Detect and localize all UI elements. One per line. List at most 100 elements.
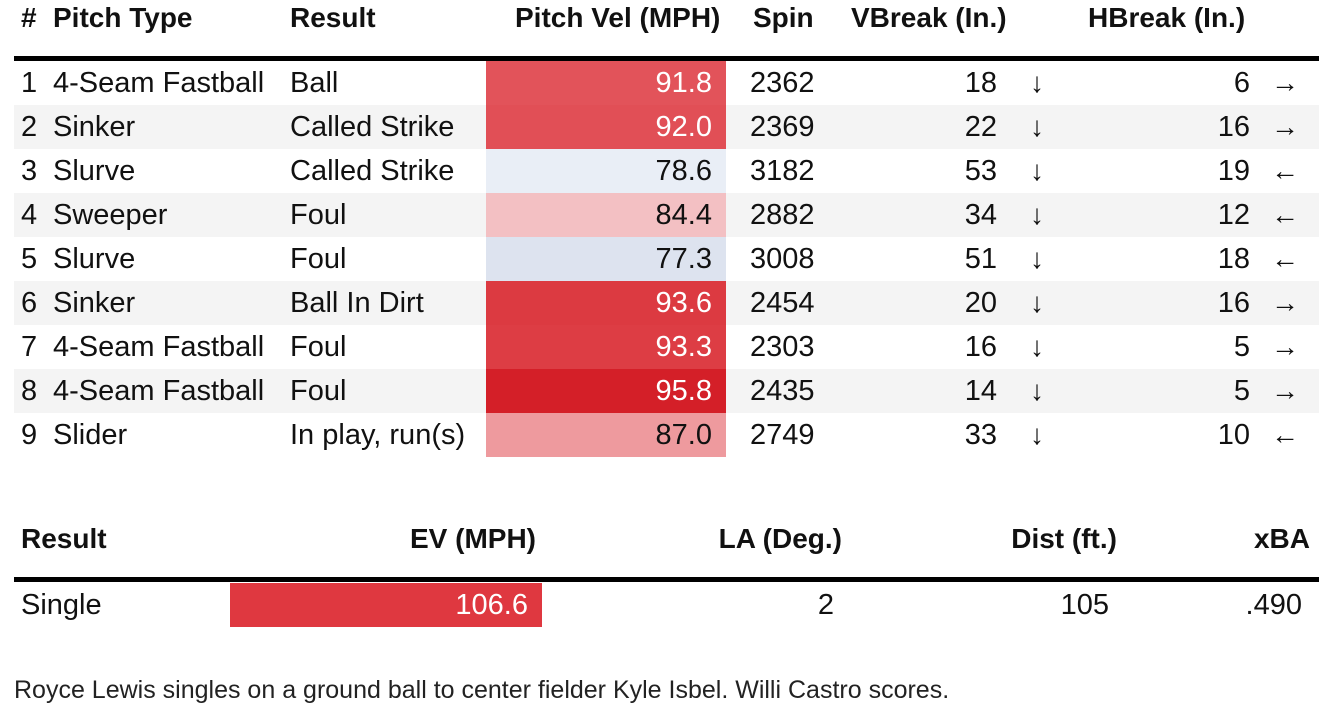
vbreak-arrow-icon: ↓ (1030, 243, 1044, 274)
cell-pitch-type: Sinker (53, 287, 136, 319)
cell-pitch-type: Slurve (53, 155, 136, 187)
table-row: 95.8 8 4-Seam Fastball Foul 2435 14 ↓ 5 → (14, 369, 1319, 413)
header-vbreak: VBreak (In.) (851, 2, 1007, 33)
cell-result: Ball (290, 67, 339, 99)
cell-hbreak: 19 (1217, 155, 1250, 187)
cell-vbreak: 53 (964, 155, 997, 187)
cell-vbreak: 14 (964, 375, 997, 407)
hit-xba: .490 (1245, 589, 1302, 621)
cell-spin: 2749 (750, 419, 815, 451)
header-pitch-vel: Pitch Vel (MPH) (515, 2, 721, 33)
vbreak-arrow-icon: ↓ (1030, 331, 1044, 362)
pitch-vel-cell: 93.3 (486, 325, 726, 369)
vbreak-arrow-icon: ↓ (1030, 375, 1044, 406)
hbreak-arrow-icon: → (1271, 111, 1299, 142)
cell-result: Called Strike (290, 155, 455, 187)
cell-num: 1 (21, 67, 38, 99)
cell-vbreak: 18 (964, 67, 997, 99)
cell-result: Foul (290, 199, 347, 231)
cell-vbreak: 16 (964, 331, 997, 363)
cell-vbreak: 33 (964, 419, 997, 451)
cell-pitch-type: Slurve (53, 243, 136, 275)
cell-hbreak: 5 (1233, 331, 1250, 363)
header-spin: Spin (753, 2, 814, 33)
cell-result: Called Strike (290, 111, 455, 143)
hbreak-arrow-icon: → (1271, 331, 1299, 362)
cell-num: 9 (21, 419, 38, 451)
cell-pitch-type: Slider (53, 419, 128, 451)
cell-hbreak: 16 (1217, 287, 1250, 319)
cell-num: 6 (21, 287, 38, 319)
cell-num: 8 (21, 375, 38, 407)
cell-spin: 2454 (750, 287, 815, 319)
vbreak-arrow-icon: ↓ (1030, 199, 1044, 230)
cell-vbreak: 34 (964, 199, 997, 231)
cell-result: Foul (290, 375, 347, 407)
cell-num: 3 (21, 155, 38, 187)
header-result: Result (290, 2, 376, 33)
cell-vbreak: 51 (964, 243, 997, 275)
cell-hbreak: 6 (1233, 67, 1250, 99)
header-ev: EV (MPH) (410, 523, 536, 554)
cell-num: 5 (21, 243, 38, 275)
cell-hbreak: 12 (1217, 199, 1250, 231)
pitch-vel-cell: 95.8 (486, 369, 726, 413)
vbreak-arrow-icon: ↓ (1030, 111, 1044, 142)
cell-pitch-type: Sweeper (53, 199, 168, 231)
cell-hbreak: 18 (1217, 243, 1250, 275)
hit-dist: 105 (1060, 589, 1109, 621)
cell-spin: 3182 (750, 155, 815, 187)
hbreak-arrow-icon: → (1271, 287, 1299, 318)
cell-hbreak: 5 (1233, 375, 1250, 407)
cell-result: In play, run(s) (290, 419, 466, 451)
cell-vbreak: 22 (964, 111, 997, 143)
table-row: 93.3 7 4-Seam Fastball Foul 2303 16 ↓ 5 → (14, 325, 1319, 369)
cell-spin: 2369 (750, 111, 815, 143)
hbreak-arrow-icon: → (1271, 67, 1299, 98)
cell-spin: 2882 (750, 199, 815, 231)
pitch-vel-cell: 84.4 (486, 193, 726, 237)
header-hbreak: HBreak (In.) (1088, 2, 1246, 33)
cell-pitch-type: 4-Seam Fastball (53, 375, 265, 407)
cell-spin: 2435 (750, 375, 815, 407)
hit-table-rule (14, 577, 1319, 582)
hbreak-arrow-icon: → (1271, 375, 1299, 406)
play-description: Royce Lewis singles on a ground ball to … (14, 676, 950, 704)
header-dist: Dist (ft.) (1011, 523, 1117, 554)
header-num: # (21, 2, 37, 33)
cell-result: Foul (290, 243, 347, 275)
header-pitch-type: Pitch Type (53, 2, 193, 33)
table-row: 91.8 1 4-Seam Fastball Ball 2362 18 ↓ 6 → (14, 61, 1319, 105)
header-hit-result: Result (21, 523, 107, 554)
pitch-table-rule (14, 56, 1319, 61)
cell-pitch-type: Sinker (53, 111, 136, 143)
vbreak-arrow-icon: ↓ (1030, 419, 1044, 450)
vbreak-arrow-icon: ↓ (1030, 155, 1044, 186)
hbreak-arrow-icon: ← (1271, 199, 1299, 230)
table-row: 87.0 9 Slider In play, run(s) 2749 33 ↓ 10 ← (14, 413, 1319, 457)
cell-hbreak: 10 (1217, 419, 1250, 451)
table-row: 92.0 2 Sinker Called Strike 2369 22 ↓ 16 → (14, 105, 1319, 149)
cell-spin: 2303 (750, 331, 815, 363)
vbreak-arrow-icon: ↓ (1030, 287, 1044, 318)
hit-la: 2 (817, 589, 834, 621)
pitch-vel-cell: 77.3 (486, 237, 726, 281)
hbreak-arrow-icon: ← (1271, 243, 1299, 274)
pitch-vel-cell: 91.8 (486, 61, 726, 105)
hbreak-arrow-icon: ← (1271, 155, 1299, 186)
cell-pitch-type: 4-Seam Fastball (53, 331, 265, 363)
cell-result: Ball In Dirt (290, 287, 424, 319)
cell-pitch-type: 4-Seam Fastball (53, 67, 265, 99)
vbreak-arrow-icon: ↓ (1030, 67, 1044, 98)
cell-vbreak: 20 (964, 287, 997, 319)
pitch-vel-cell: 78.6 (486, 149, 726, 193)
header-xba: xBA (1253, 523, 1310, 554)
cell-num: 4 (21, 199, 38, 231)
table-row: 84.4 4 Sweeper Foul 2882 34 ↓ 12 ← (14, 193, 1319, 237)
pitch-vel-cell: 87.0 (486, 413, 726, 457)
cell-spin: 2362 (750, 67, 815, 99)
cell-num: 2 (21, 111, 38, 143)
table-row: 93.6 6 Sinker Ball In Dirt 2454 20 ↓ 16 → (14, 281, 1319, 325)
pitch-vel-cell: 92.0 (486, 105, 726, 149)
table-row: 78.6 3 Slurve Called Strike 3182 53 ↓ 19 ← (14, 149, 1319, 193)
